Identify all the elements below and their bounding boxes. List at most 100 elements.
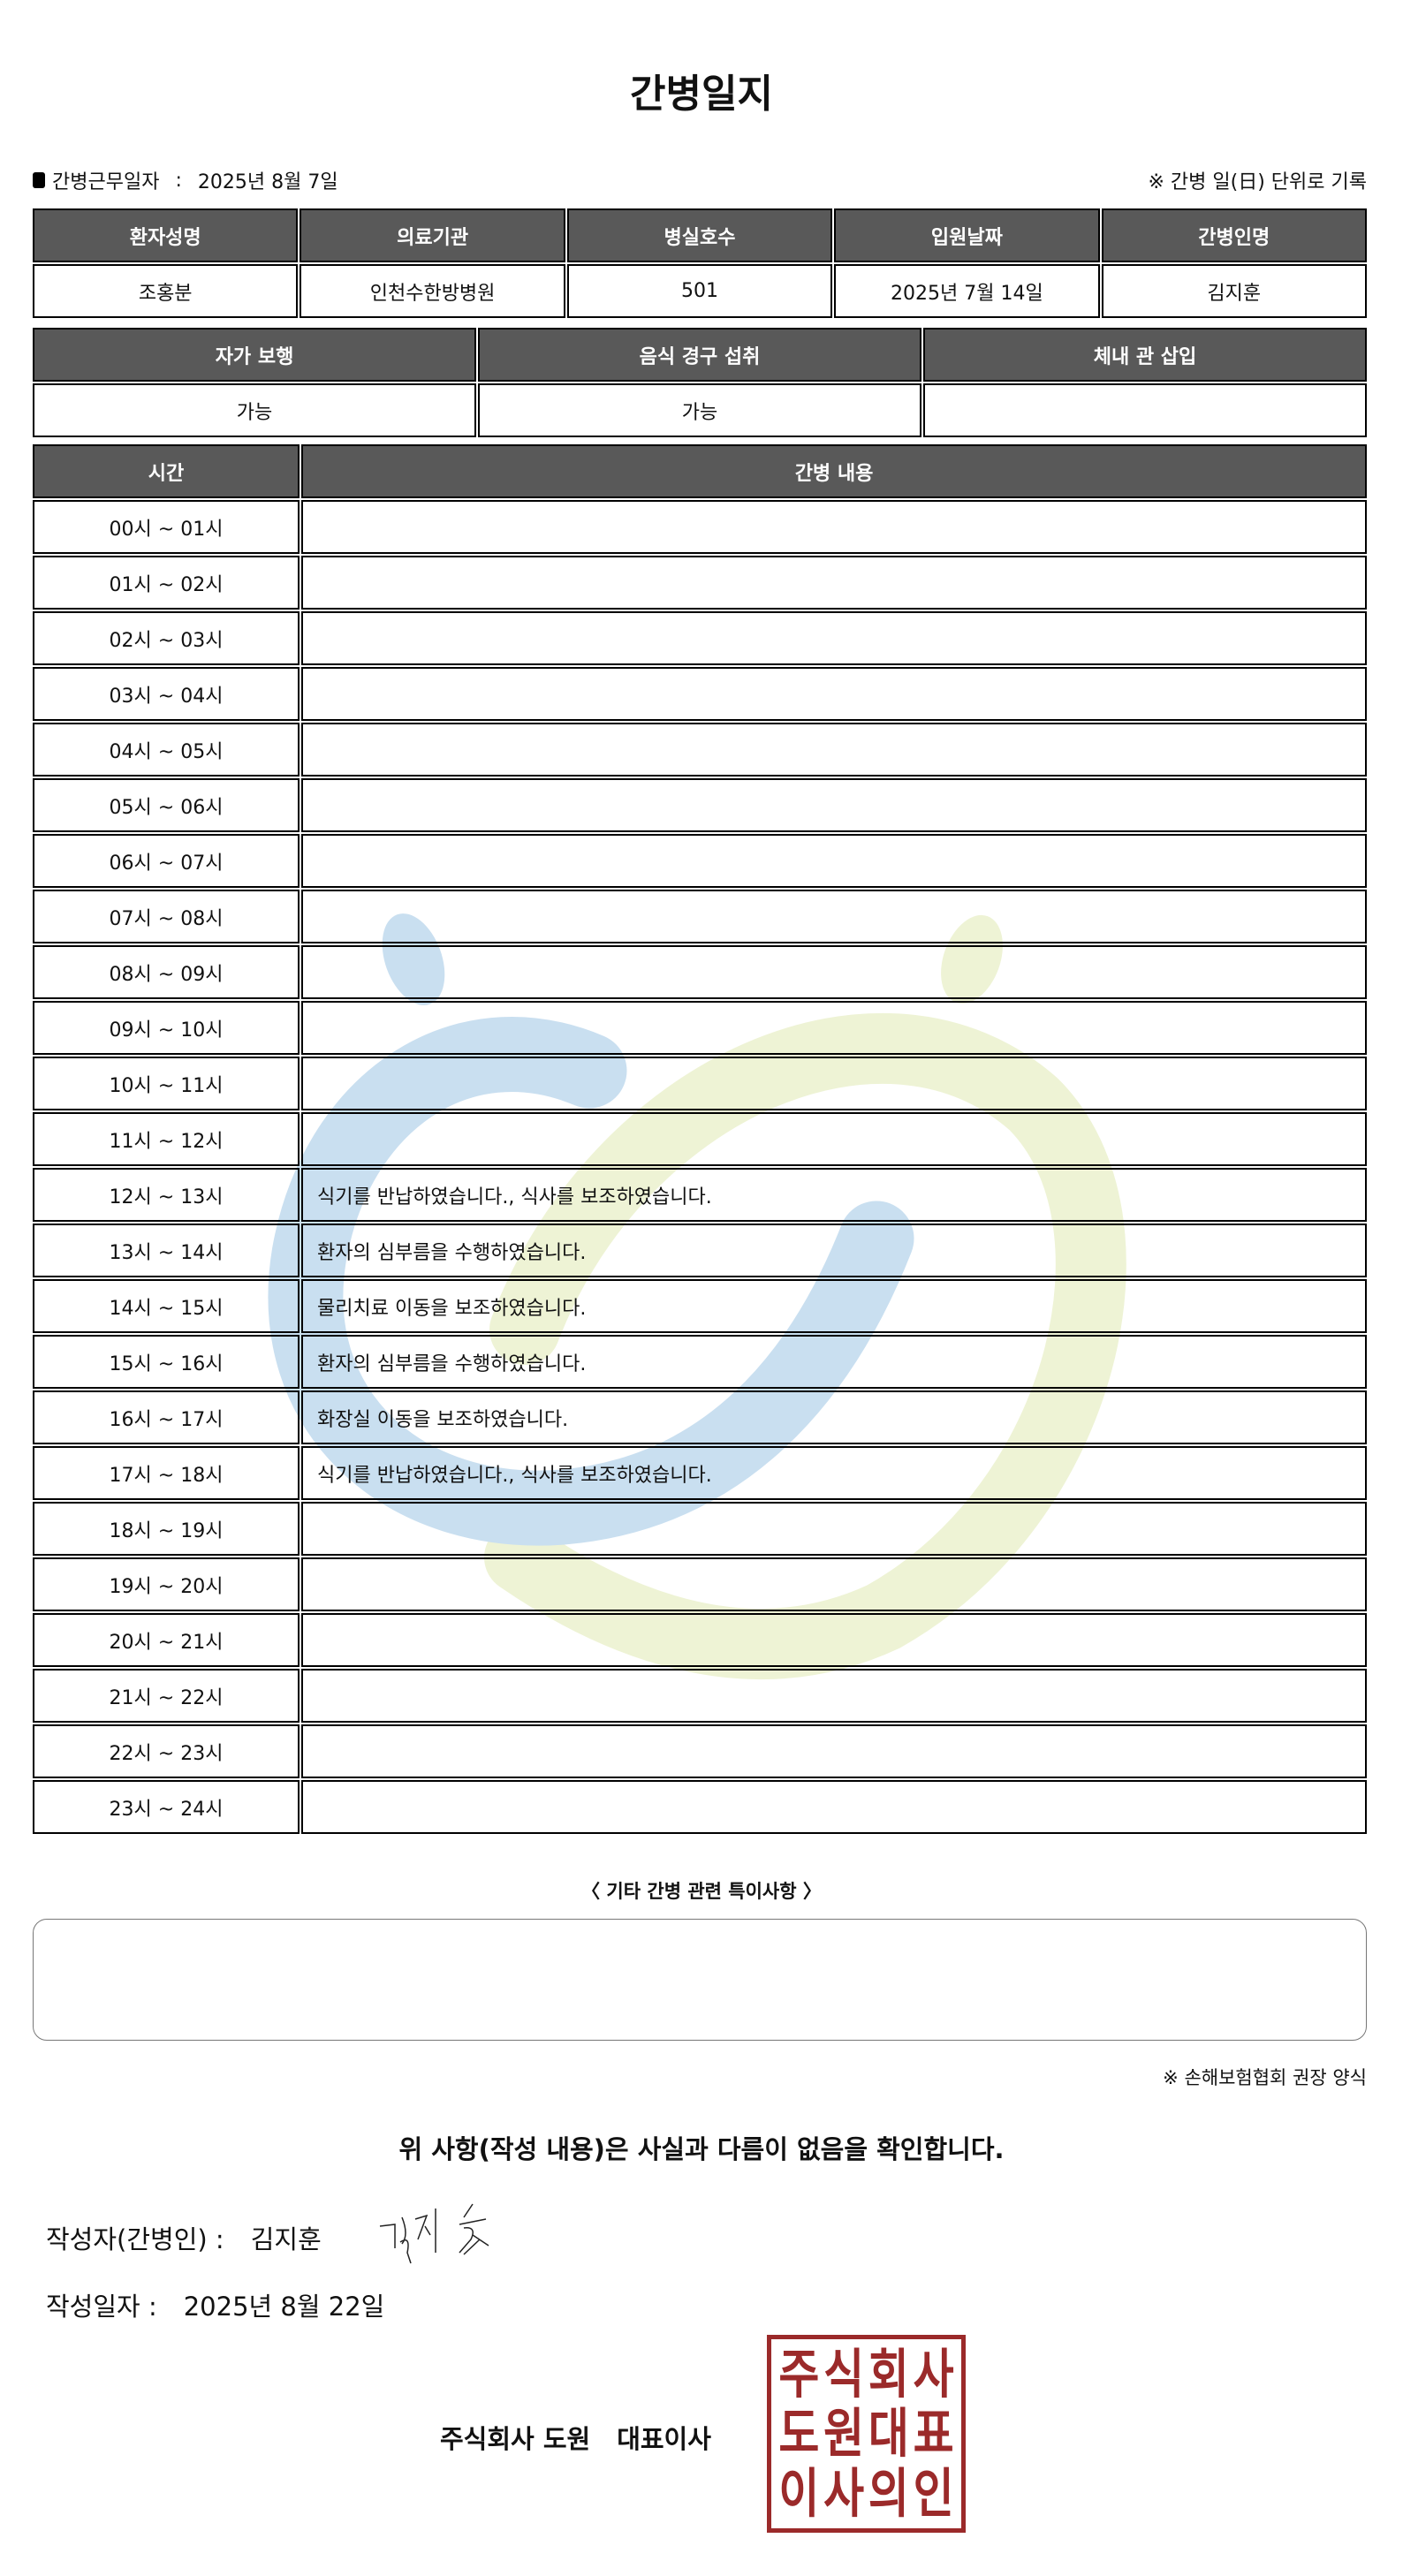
writer-label: 작성자(간병인) : [46,2224,224,2254]
log-row: 21시 ~ 22시 [33,1669,1367,1723]
log-content [301,1112,1367,1166]
stamp-glyph: 식 [823,2343,865,2406]
log-content [301,1001,1367,1055]
log-row: 11시 ~ 12시 [33,1112,1367,1166]
header-admission-date: 입원날짜 [834,208,1100,262]
page-title: 간병일지 [630,72,773,117]
log-row: 07시 ~ 08시 [33,890,1367,943]
log-row: 12시 ~ 13시 식기를 반납하였습니다., 식사를 보조하였습니다. [33,1168,1367,1222]
bullet-square-icon [33,172,45,188]
work-date-label: 간병근무일자 [52,171,160,193]
log-content [301,778,1367,832]
form-source-note: ※ 손해보험협회 권장 양식 [1163,2067,1367,2088]
log-content [301,1724,1367,1778]
log-row: 17시 ~ 18시 식기를 반납하였습니다., 식사를 보조하였습니다. [33,1446,1367,1500]
confirmation-statement: 위 사항(작성 내용)은 사실과 다름이 없음을 확인합니다. [398,2134,1005,2164]
company-signoff: 주식회사 도원 대표이사 [440,2419,711,2456]
log-content [301,1502,1367,1556]
log-content: 화장실 이동을 보조하였습니다. [301,1390,1367,1444]
log-content [301,667,1367,721]
writer-name: 김지훈 [250,2224,322,2254]
log-row: 23시 ~ 24시 [33,1780,1367,1834]
log-row: 04시 ~ 05시 [33,723,1367,777]
log-time: 23시 ~ 24시 [33,1780,300,1834]
log-time: 06시 ~ 07시 [33,834,300,888]
hospital: 인천수한방병원 [300,264,565,318]
stamp-glyph: 회 [868,2343,909,2406]
header-content: 간병 내용 [301,444,1367,498]
admission-date: 2025년 7월 14일 [834,264,1100,318]
writer-line: 작성자(간병인) : 김지훈 [46,2219,322,2256]
patient-status-table: 자가 보행 음식 경구 섭취 체내 관 삽입 가능 가능 [31,326,1369,439]
notes-title: 〈 기타 간병 관련 특이사항 〉 [581,1881,822,1902]
log-row: 08시 ~ 09시 [33,945,1367,999]
log-time: 09시 ~ 10시 [33,1001,300,1055]
log-content [301,890,1367,943]
log-row: 22시 ~ 23시 [33,1724,1367,1778]
log-time: 17시 ~ 18시 [33,1446,300,1500]
log-time: 10시 ~ 11시 [33,1057,300,1110]
log-content [301,1057,1367,1110]
log-content [301,1780,1367,1834]
log-content [301,945,1367,999]
stamp-glyph: 대 [868,2403,909,2465]
log-time: 03시 ~ 04시 [33,667,300,721]
stamp-glyph: 이 [778,2462,820,2525]
stamp-glyph: 인 [913,2462,954,2525]
log-row: 02시 ~ 03시 [33,611,1367,665]
log-row: 09시 ~ 10시 [33,1001,1367,1055]
log-time: 02시 ~ 03시 [33,611,300,665]
log-row: 10시 ~ 11시 [33,1057,1367,1110]
log-time: 15시 ~ 16시 [33,1335,300,1389]
log-content: 환자의 심부름을 수행하였습니다. [301,1224,1367,1277]
log-time: 11시 ~ 12시 [33,1112,300,1166]
log-time: 19시 ~ 20시 [33,1557,300,1611]
log-row: 01시 ~ 02시 [33,556,1367,610]
log-time: 12시 ~ 13시 [33,1168,300,1222]
log-time: 13시 ~ 14시 [33,1224,300,1277]
stamp-glyph: 원 [823,2403,865,2465]
log-time: 01시 ~ 02시 [33,556,300,610]
notes-box [33,1919,1367,2041]
log-content: 식기를 반납하였습니다., 식사를 보조하였습니다. [301,1168,1367,1222]
log-time: 18시 ~ 19시 [33,1502,300,1556]
header-time: 시간 [33,444,300,498]
stamp-glyph: 표 [913,2403,954,2465]
log-time: 21시 ~ 22시 [33,1669,300,1723]
stamp-glyph: 사 [913,2343,954,2406]
walking-value: 가능 [33,383,476,437]
caregiver-name: 김지훈 [1101,264,1367,318]
stamp-glyph: 주 [778,2343,820,2406]
log-row: 00시 ~ 01시 [33,500,1367,554]
room-number: 501 [566,264,833,318]
written-date-value: 2025년 8월 22일 [183,2292,385,2322]
log-time: 08시 ~ 09시 [33,945,300,999]
patient-name: 조홍분 [33,264,299,318]
header-caregiver: 간병인명 [1101,208,1367,262]
header-walking: 자가 보행 [33,328,476,382]
log-content [301,1613,1367,1667]
log-content: 환자의 심부름을 수행하였습니다. [301,1335,1367,1389]
log-time: 20시 ~ 21시 [33,1613,300,1667]
log-row: 16시 ~ 17시 화장실 이동을 보조하였습니다. [33,1390,1367,1444]
log-content [301,500,1367,554]
log-row: 05시 ~ 06시 [33,778,1367,832]
log-row: 15시 ~ 16시 환자의 심부름을 수행하였습니다. [33,1335,1367,1389]
signature-image [379,2203,489,2264]
log-time: 22시 ~ 23시 [33,1724,300,1778]
header-oral-intake: 음식 경구 섭취 [478,328,921,382]
written-date-label: 작성일자 : [46,2292,157,2322]
patient-info-table: 환자성명 의료기관 병실호수 입원날짜 간병인명 조홍분 인천수한방병원 501… [31,207,1369,320]
header-hospital: 의료기관 [300,208,565,262]
log-content [301,723,1367,777]
log-row: 20시 ~ 21시 [33,1613,1367,1667]
log-content [301,834,1367,888]
log-content [301,611,1367,665]
stamp-glyph: 도 [778,2403,820,2465]
log-row: 19시 ~ 20시 [33,1557,1367,1611]
header-tube: 체내 관 삽입 [923,328,1367,382]
header-patient-name: 환자성명 [33,208,299,262]
log-time: 16시 ~ 17시 [33,1390,300,1444]
written-date-line: 작성일자 : 2025년 8월 22일 [46,2286,384,2323]
